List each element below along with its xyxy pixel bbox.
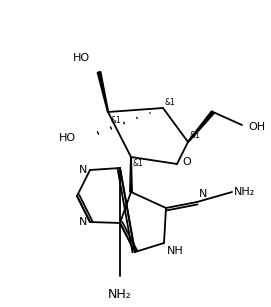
Text: NH₂: NH₂ <box>108 288 132 301</box>
Text: O: O <box>182 157 191 167</box>
Text: N: N <box>199 189 207 199</box>
Text: &1: &1 <box>111 116 122 125</box>
Text: N: N <box>79 217 87 227</box>
Text: N: N <box>79 165 87 175</box>
Polygon shape <box>97 72 108 112</box>
Text: &1: &1 <box>190 131 201 140</box>
Text: HO: HO <box>59 133 76 143</box>
Text: OH: OH <box>248 122 265 132</box>
Text: HO: HO <box>72 53 89 63</box>
Polygon shape <box>130 157 132 192</box>
Polygon shape <box>188 111 214 142</box>
Text: &1: &1 <box>133 159 144 168</box>
Text: NH₂: NH₂ <box>234 187 255 197</box>
Text: NH: NH <box>167 246 184 256</box>
Text: &1: &1 <box>165 98 176 107</box>
